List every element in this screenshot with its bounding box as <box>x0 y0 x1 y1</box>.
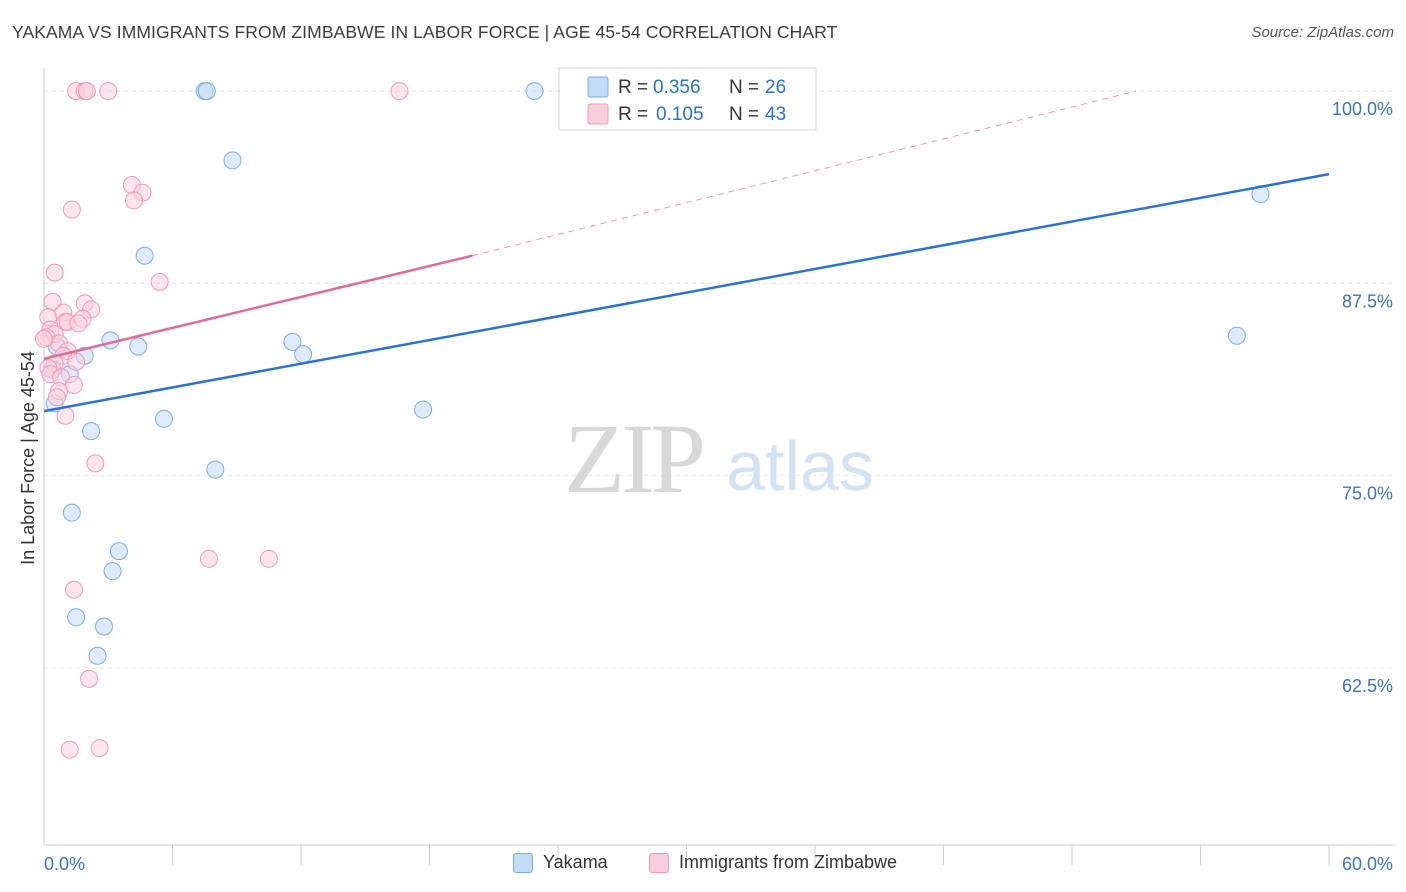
point-0-11 <box>1227 326 1246 345</box>
series-0 <box>43 82 1270 665</box>
x-tick-label-right: 60.0% <box>1342 854 1393 874</box>
point-0-19 <box>62 503 81 522</box>
point-0-1 <box>197 82 216 101</box>
stats-swatch-yakama <box>587 76 609 98</box>
grid <box>44 90 1393 669</box>
series-layer <box>35 82 1270 759</box>
trend-line-0 <box>43 172 1330 413</box>
watermark-zip: ZIP <box>564 403 702 514</box>
stats-r-label-yakama: R = <box>618 77 648 98</box>
point-0-23 <box>94 617 113 636</box>
stats-n-label-yakama: N = <box>729 77 759 98</box>
point-1-3 <box>99 82 118 101</box>
stats-n-label-zimbabwe: N = <box>729 104 759 125</box>
point-0-22 <box>67 608 86 627</box>
y-tick-labels: 100.0% 87.5% 75.0% 62.5% <box>1332 99 1393 696</box>
point-1-25 <box>67 352 86 371</box>
point-0-5 <box>135 246 154 265</box>
point-1-35 <box>64 580 83 599</box>
point-0-9 <box>294 345 313 364</box>
series-1 <box>35 82 409 759</box>
point-1-8 <box>62 200 81 219</box>
legend-label-yakama: Yakama <box>543 852 608 872</box>
point-0-8 <box>283 332 302 351</box>
chart-source: Source: ZipAtlas.com <box>1251 24 1394 41</box>
point-0-18 <box>206 460 225 479</box>
legend-swatch-zimbabwe <box>649 852 669 873</box>
legend-label-zimbabwe: Immigrants from Zimbabwe <box>679 852 898 872</box>
chart-title: YAKAMA VS IMMIGRANTS FROM ZIMBABWE IN LA… <box>12 22 838 42</box>
legend-item-zimbabwe: Immigrants from Zimbabwe <box>649 852 897 873</box>
stats-r-value-yakama: 0.356 <box>653 77 701 98</box>
point-0-20 <box>109 542 128 561</box>
point-0-15 <box>154 409 173 428</box>
point-1-32 <box>86 454 105 473</box>
bottom-legend: Yakama Immigrants from Zimbabwe <box>0 852 1406 878</box>
point-0-17 <box>82 422 101 441</box>
point-1-38 <box>90 739 109 758</box>
stats-r-value-zimbabwe: 0.105 <box>656 104 704 125</box>
trend-lines <box>43 90 1330 413</box>
point-1-33 <box>199 549 218 568</box>
point-0-24 <box>88 646 107 665</box>
x-tick-label-left: 0.0% <box>44 854 85 874</box>
y-tick-label-3: 62.5% <box>1342 676 1393 696</box>
point-1-39 <box>35 329 53 348</box>
stats-legend: R = 0.356 N = 26 R = 0.105 N = 43 <box>558 67 817 131</box>
point-0-7 <box>129 337 148 356</box>
point-1-29 <box>64 375 83 394</box>
watermark: ZIP atlas <box>564 403 874 514</box>
point-0-16 <box>414 400 433 419</box>
legend-item-yakama: Yakama <box>513 852 608 873</box>
watermark-atlas: atlas <box>726 427 874 505</box>
point-0-21 <box>103 562 122 581</box>
point-1-2 <box>77 82 96 101</box>
y-tick-label-2: 75.0% <box>1342 484 1393 504</box>
stats-r-label-zimbabwe: R = <box>618 104 648 125</box>
point-1-41 <box>47 388 66 407</box>
stats-n-value-zimbabwe: 43 <box>765 104 786 125</box>
point-1-36 <box>79 669 98 688</box>
legend-swatch-yakama <box>513 852 533 873</box>
point-1-9 <box>45 263 64 282</box>
point-1-37 <box>60 740 79 759</box>
stats-n-value-yakama: 26 <box>765 77 786 98</box>
point-1-34 <box>259 549 278 568</box>
point-1-31 <box>56 406 75 425</box>
point-0-2 <box>525 82 544 101</box>
point-1-42 <box>69 314 88 333</box>
y-tick-label-0: 100.0% <box>1332 99 1393 119</box>
trend-line-dashed-1 <box>472 90 1137 257</box>
axes <box>43 68 1393 865</box>
point-1-4 <box>390 82 409 101</box>
point-1-7 <box>124 191 143 210</box>
y-tick-label-1: 87.5% <box>1342 291 1393 311</box>
trend-line-1 <box>43 254 473 361</box>
y-axis-label: In Labor Force | Age 45-54 <box>18 351 38 565</box>
point-1-10 <box>150 272 169 291</box>
stats-swatch-zimbabwe <box>587 103 609 125</box>
point-0-3 <box>223 151 242 170</box>
